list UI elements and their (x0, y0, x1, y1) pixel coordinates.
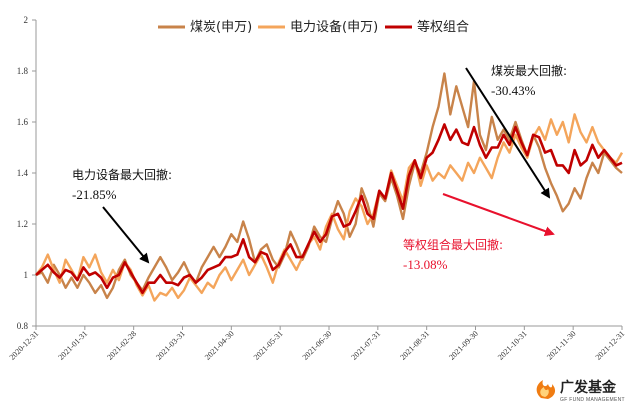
gf-fund-logo: 广发基金 GF FUND MANAGEMENT (536, 379, 625, 403)
legend-label-power: 电力设备(申万) (290, 19, 378, 35)
gf-flame-icon (536, 380, 556, 399)
logo-name-en: GF FUND MANAGEMENT (560, 397, 625, 403)
y-tick-label: 1.4 (17, 168, 29, 178)
x-tick-label: 2021-06-30 (301, 329, 334, 362)
series-lines (35, 72, 624, 302)
legend-label-coal: 煤炭(申万) (190, 20, 252, 35)
series-line-power (35, 113, 624, 302)
annotation-portfolio-label: 等权组合最大回撤: (403, 237, 503, 252)
x-tick-label: 2021-11-30 (545, 329, 578, 362)
x-tick-label: 2021-03-31 (154, 329, 187, 362)
legend-label-portfolio: 等权组合 (417, 19, 469, 35)
annotation-power-label: 电力设备最大回撤: (72, 167, 172, 182)
x-tick-label: 2021-01-31 (56, 329, 89, 362)
annotation-coal-label: 煤炭最大回撤: (491, 63, 567, 78)
legend-item-power: 电力设备(申万) (258, 19, 378, 35)
logo-name-cn: 广发基金 (560, 379, 617, 396)
y-tick-label: 1 (24, 270, 29, 280)
annotation-power-value: -21.85% (72, 187, 117, 202)
x-tick-label: 2021-08-31 (398, 329, 431, 362)
annotation-coal-arrow (465, 67, 551, 199)
x-tick-label: 2021-05-31 (252, 329, 285, 362)
annotation-portfolio-value: -13.08% (403, 257, 448, 272)
x-tick-label: 2020-12-31 (8, 329, 41, 362)
legend-item-coal: 煤炭(申万) (158, 20, 252, 35)
x-tick-label: 2021-10-31 (496, 329, 529, 362)
x-tick-label: 2021-07-31 (349, 329, 382, 362)
annotation-power-arrow (102, 206, 150, 264)
x-tick-label: 2021-12-31 (594, 329, 627, 362)
annotation-portfolio-drawdown: 等权组合最大回撤: -13.08% (403, 193, 555, 272)
y-ticks: 0.8 1 1.2 1.4 1.6 1.8 2 (17, 15, 36, 331)
y-tick-label: 2 (24, 15, 29, 25)
annotation-coal-value: -30.43% (491, 83, 536, 98)
x-tick-label: 2021-09-30 (447, 329, 480, 362)
legend: 煤炭(申万) 电力设备(申万) 等权组合 (158, 19, 469, 35)
annotation-power-drawdown: 电力设备最大回撤: -21.85% (72, 167, 172, 264)
x-tick-label: 2021-02-28 (105, 329, 138, 362)
y-tick-label: 1.8 (17, 66, 29, 76)
legend-item-portfolio: 等权组合 (385, 19, 469, 35)
annotation-portfolio-arrow (442, 193, 555, 236)
y-tick-label: 0.8 (17, 321, 29, 331)
series-line-portfolio (35, 123, 623, 295)
annotation-coal-drawdown: 煤炭最大回撤: -30.43% (465, 63, 567, 199)
y-tick-label: 1.6 (17, 117, 29, 127)
y-tick-label: 1.2 (17, 219, 28, 229)
x-ticks: 2020-12-31 2021-01-31 2021-02-28 2021-03-31… (8, 326, 627, 362)
x-tick-label: 2021-04-30 (203, 329, 236, 362)
